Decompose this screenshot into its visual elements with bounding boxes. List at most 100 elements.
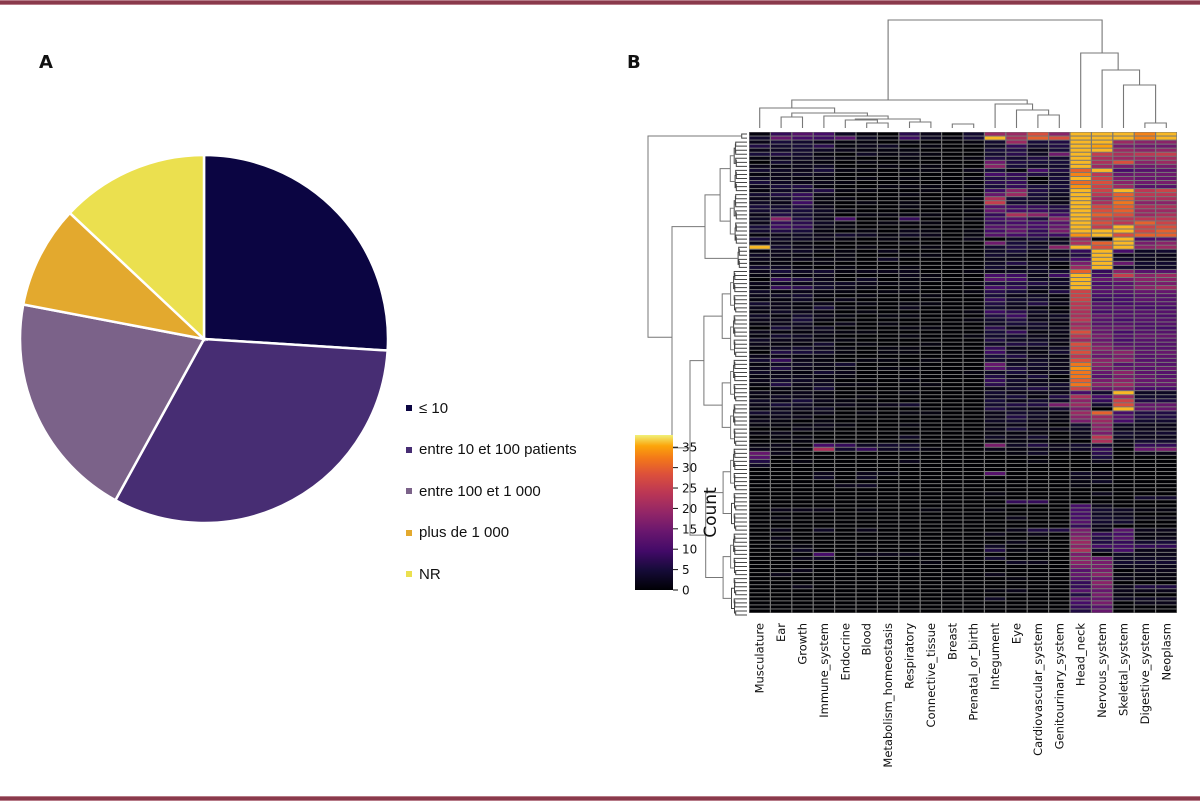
heatmap-cell [1156,241,1177,245]
heatmap-cell [878,338,899,342]
heatmap-cell [1070,148,1091,152]
heatmap-cell [878,136,899,140]
heatmap-cell [1049,294,1070,298]
heatmap-cell [813,439,834,443]
heatmap-cell [942,447,963,451]
heatmap-cell [1134,383,1155,387]
heatmap-cell [792,326,813,330]
heatmap-cell [1156,504,1177,508]
heatmap-cell [1134,366,1155,370]
heatmap-cell [1134,443,1155,447]
heatmap-cell [792,286,813,290]
heatmap-cell [1113,439,1134,443]
heatmap-cell [792,205,813,209]
heatmap-cell [1006,156,1027,160]
heatmap-cell [1049,439,1070,443]
heatmap-cell [813,556,834,560]
legend-item: NR [406,564,577,584]
heatmap-cell [1092,492,1113,496]
heatmap-cell [1156,294,1177,298]
heatmap-cell [899,524,920,528]
heatmap-cell [942,399,963,403]
heatmap-cell [1070,593,1091,597]
colorbar-tick-label: 0 [682,584,690,598]
heatmap-cell [1134,403,1155,407]
heatmap-cell [942,156,963,160]
heatmap-cell [920,278,941,282]
heatmap-cell [1092,176,1113,180]
dendrogram-link [734,495,747,503]
heatmap-cell [1070,176,1091,180]
heatmap-cell [792,605,813,609]
legend-item: plus de 1 000 [406,523,577,543]
heatmap-cell [1027,532,1048,536]
heatmap-cell [856,221,877,225]
heatmap-cell [985,370,1006,375]
heatmap-cell [1070,338,1091,342]
heatmap-cell [1049,391,1070,395]
heatmap-cell [963,185,984,189]
heatmap-cell [1113,455,1134,459]
heatmap-cell [1027,176,1048,180]
heatmap-cell [1156,334,1177,338]
heatmap-cell [1049,484,1070,488]
dendrogram-link [1080,52,1119,128]
heatmap-cell [985,342,1006,346]
heatmap-cell [835,217,856,221]
heatmap-cell [1070,556,1091,560]
heatmap-cell [749,318,770,322]
heatmap-cell [1092,249,1113,253]
heatmap-cell [878,189,899,193]
heatmap-cell [771,589,792,593]
heatmap-cell [771,237,792,241]
heatmap-cell [899,330,920,334]
heatmap-cell [749,160,770,164]
heatmap-cell [1006,197,1027,201]
heatmap-cell [1006,488,1027,492]
heatmap-cell [920,593,941,597]
heatmap-cell [835,379,856,383]
heatmap-cell [1049,488,1070,492]
dendrogram-link [738,258,747,264]
heatmap-cell [749,391,770,395]
heatmap-cell [899,447,920,451]
heatmap-cell [899,168,920,172]
heatmap-cell [963,443,984,447]
heatmap-cell [835,334,856,338]
colorbar-label: Count [701,487,721,538]
heatmap-cell [1049,189,1070,193]
heatmap-cell [835,221,856,225]
heatmap-cell [985,314,1006,318]
heatmap-cell [771,132,792,136]
heatmap-cell [1006,528,1027,532]
heatmap-cell [1006,508,1027,512]
heatmap-cell [878,589,899,593]
heatmap-cell [771,395,792,399]
heatmap-cell [792,431,813,435]
heatmap-cell [749,269,770,273]
heatmap-cell [963,427,984,431]
heatmap-cell [1156,556,1177,560]
heatmap-cell [1049,148,1070,152]
heatmap-cell [920,395,941,399]
heatmap-cell [985,366,1006,370]
heatmap-cell [985,249,1006,253]
panel-label-a: A [39,52,53,73]
heatmap-cell [878,221,899,225]
heatmap-cell [1070,249,1091,253]
heatmap-cell [1049,322,1070,326]
heatmap-cell [749,463,770,467]
heatmap-cell [942,391,963,395]
heatmap-cell [1134,508,1155,512]
heatmap-cell [835,318,856,322]
heatmap-cell [878,366,899,370]
heatmap-cell [835,306,856,310]
heatmap-cell [878,399,899,403]
heatmap-cell [899,467,920,472]
heatmap-cell [899,415,920,419]
heatmap-cell [1006,395,1027,399]
heatmap-cell [1092,556,1113,560]
dendrogram-link [733,384,747,390]
heatmap-cell [1027,286,1048,290]
heatmap-cell [813,419,834,423]
